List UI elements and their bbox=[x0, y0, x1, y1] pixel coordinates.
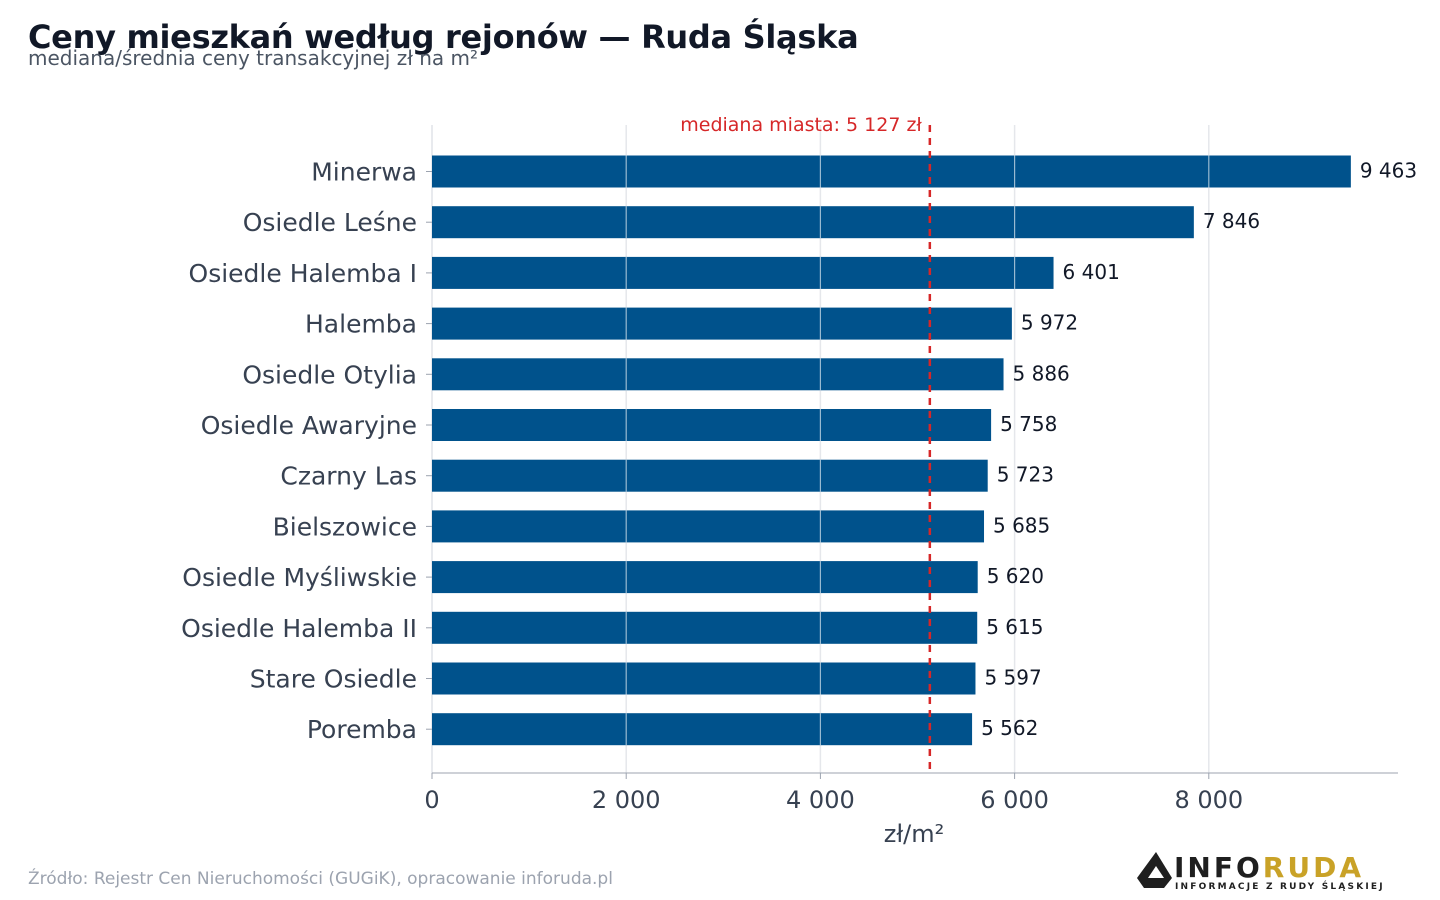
category-label: Halemba bbox=[305, 310, 417, 339]
source-note: Źródło: Rejestr Cen Nieruchomości (GUGiK… bbox=[28, 869, 613, 889]
bar bbox=[432, 510, 985, 543]
bar bbox=[432, 307, 1012, 340]
value-label: 5 972 bbox=[1021, 311, 1078, 335]
bar bbox=[432, 662, 976, 695]
value-label: 5 620 bbox=[987, 564, 1044, 588]
logo-text-ruda: RUDA bbox=[1263, 851, 1364, 884]
value-label: 6 401 bbox=[1063, 260, 1120, 284]
bar bbox=[432, 459, 988, 492]
logo-text-info: INFO bbox=[1174, 851, 1263, 884]
svg-text:INFORUDA: INFORUDA bbox=[1174, 851, 1364, 884]
bar bbox=[432, 256, 1054, 289]
category-label: Osiedle Otylia bbox=[242, 360, 417, 389]
inforuda-logo: INFORUDA INFORMACJE Z RUDY ŚLĄSKIEJ bbox=[1137, 851, 1385, 892]
value-label: 5 562 bbox=[981, 716, 1038, 740]
x-tick-label: 2 000 bbox=[592, 786, 661, 814]
value-label: 5 685 bbox=[993, 513, 1050, 537]
value-label: 5 615 bbox=[986, 615, 1043, 639]
category-label: Minerwa bbox=[311, 158, 417, 187]
bar bbox=[432, 155, 1351, 188]
bar bbox=[432, 561, 978, 594]
category-label: Stare Osiedle bbox=[250, 665, 417, 694]
category-label: Bielszowice bbox=[273, 512, 417, 541]
category-label: Osiedle Halemba II bbox=[181, 614, 417, 643]
x-tick-label: 6 000 bbox=[980, 786, 1049, 814]
bar bbox=[432, 358, 1004, 391]
chart-title: Ceny mieszkań według rejonów — Ruda Śląs… bbox=[28, 18, 859, 56]
x-tick-label: 8 000 bbox=[1174, 786, 1243, 814]
value-label: 9 463 bbox=[1360, 159, 1417, 183]
value-label: 7 846 bbox=[1203, 209, 1260, 233]
category-label: Czarny Las bbox=[280, 462, 417, 491]
bar bbox=[432, 713, 973, 746]
value-label: 5 758 bbox=[1000, 412, 1057, 436]
value-label: 5 723 bbox=[997, 463, 1054, 487]
x-tick-label: 4 000 bbox=[786, 786, 855, 814]
x-tick-label: 0 bbox=[424, 786, 439, 814]
logo-mark-accent-icon bbox=[1148, 866, 1164, 878]
bar bbox=[432, 409, 992, 441]
bar bbox=[432, 611, 978, 644]
value-label: 5 597 bbox=[984, 666, 1041, 690]
logo-tagline: INFORMACJE Z RUDY ŚLĄSKIEJ bbox=[1175, 880, 1385, 892]
value-label: 5 886 bbox=[1013, 361, 1070, 385]
x-axis-title: zł/m² bbox=[884, 820, 945, 848]
category-label: Osiedle Myśliwskie bbox=[182, 563, 417, 592]
median-reference-label: mediana miasta: 5 127 zł bbox=[680, 114, 922, 136]
category-label: Osiedle Awaryjne bbox=[201, 411, 417, 440]
chart-subtitle: mediana/średnia ceny transakcyjnej zł na… bbox=[28, 46, 479, 70]
category-label: Poremba bbox=[307, 715, 417, 744]
bar bbox=[432, 206, 1194, 239]
category-label: Osiedle Halemba I bbox=[189, 259, 417, 288]
category-label: Osiedle Leśne bbox=[243, 208, 417, 237]
